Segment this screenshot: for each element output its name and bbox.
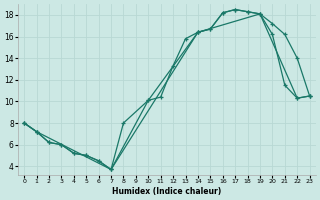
X-axis label: Humidex (Indice chaleur): Humidex (Indice chaleur) <box>112 187 221 196</box>
